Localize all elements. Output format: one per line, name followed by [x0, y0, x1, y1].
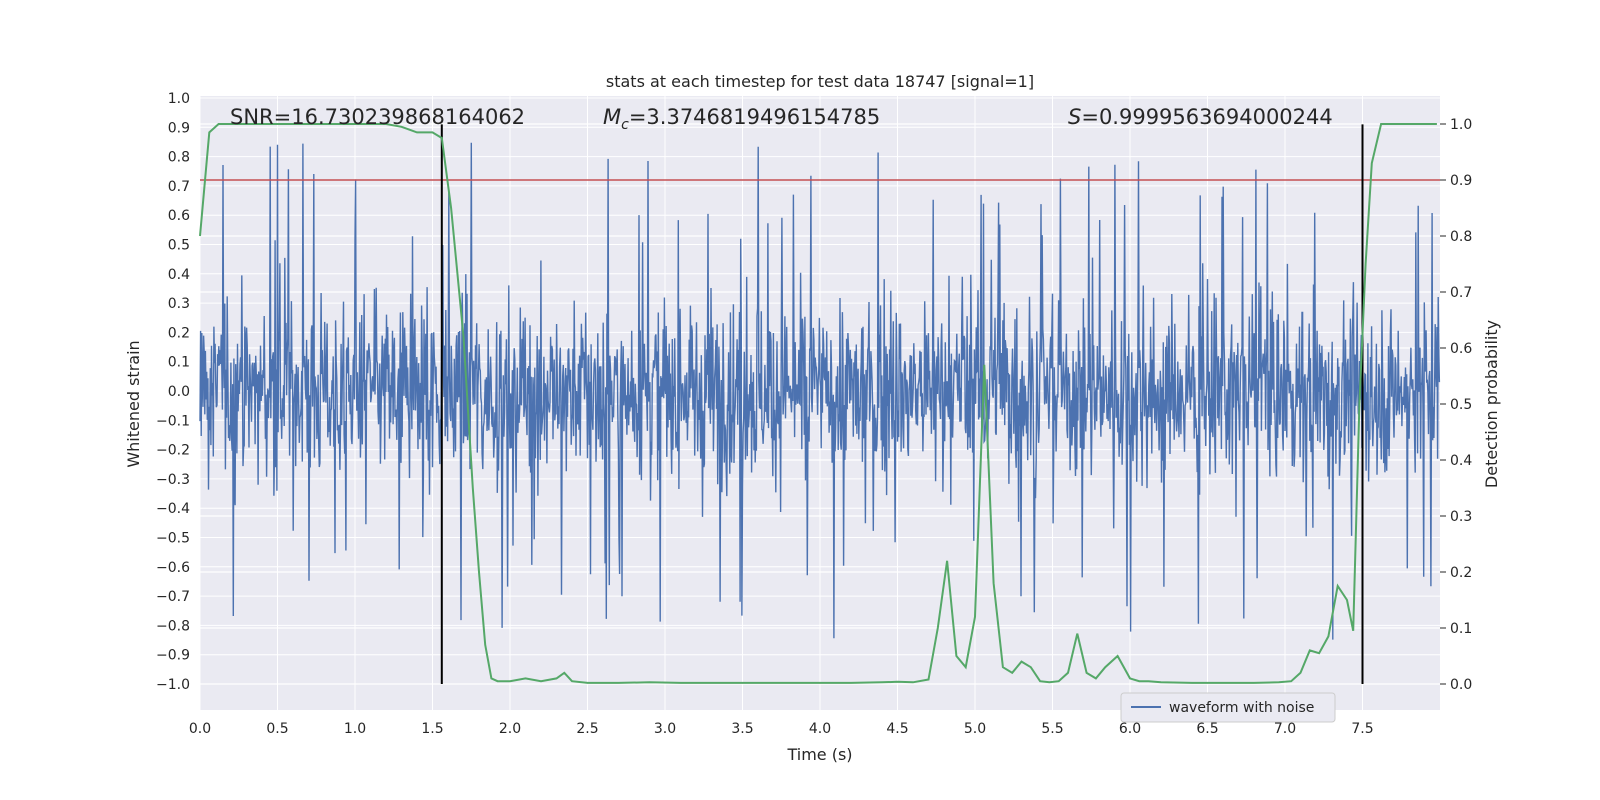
y2-tick-label: 0.1: [1450, 621, 1472, 637]
y-tick-label: 0.8: [168, 150, 190, 166]
y-tick-label: 0.6: [168, 208, 190, 224]
chart-title: stats at each timestep for test data 187…: [606, 72, 1034, 91]
y-axis-label: Whitened strain: [124, 340, 143, 467]
y-tick-label: 0.1: [168, 355, 190, 371]
legend-box: [1120, 692, 1336, 723]
x-axis-label: Time (s): [786, 745, 852, 764]
y-tick-label: −1.0: [156, 677, 190, 693]
x-tick-label: 4.5: [886, 721, 908, 737]
y2-tick-label: 0.5: [1450, 397, 1472, 413]
y-tick-label: −0.2: [156, 443, 190, 459]
y-tick-label: −0.7: [156, 589, 190, 605]
x-tick-label: 0.5: [266, 721, 288, 737]
chirp-mass-annotation: Mc=3.3746819496154785: [603, 105, 880, 133]
waveform-series: [199, 142, 1441, 640]
y-tick-label: 0.2: [168, 325, 190, 341]
x-tick-label: 1.0: [344, 721, 366, 737]
waveform-line: [199, 142, 1441, 640]
y-tick-label: −0.5: [156, 531, 190, 547]
x-tick-label: 6.0: [1119, 721, 1141, 737]
y2-tick-label: 0.8: [1450, 229, 1472, 245]
y-tick-label: −0.3: [156, 472, 190, 488]
legend-label: waveform with noise: [1169, 700, 1314, 716]
x-tick-label: 2.5: [576, 721, 598, 737]
y2-tick-label: 1.0: [1450, 117, 1472, 133]
chirp-mass-value: =3.3746819496154785: [629, 105, 880, 129]
x-tick-label: 0.0: [189, 721, 211, 737]
x-tick-label: 5.5: [1041, 721, 1063, 737]
y2-axis-ticks: 1.0 0.9 0.8 0.7 0.6 0.5 0.4 0.3 0.2 0.1 0.0: [1440, 117, 1472, 693]
x-tick-label: 7.5: [1351, 721, 1373, 737]
y2-tick-label: 0.3: [1450, 509, 1472, 525]
probability-line: [199, 123, 1437, 684]
y-tick-label: 0.3: [168, 296, 190, 312]
y2-tick-label: 0.9: [1450, 173, 1472, 189]
legend: waveform with noise: [1120, 692, 1336, 723]
y2-tick-label: 0.6: [1450, 341, 1472, 357]
detection-stat-annotation: S=0.9999563694000244: [1068, 105, 1333, 129]
snr-annotation: SNR=16.730239868164062: [230, 105, 525, 129]
y-axis-ticks: 1.0 0.9 0.8 0.7 0.6 0.5 0.4 0.3 0.2 0.1 0.0 −0.1 −0.…: [156, 91, 190, 693]
y-tick-label: −0.4: [156, 501, 190, 517]
x-tick-label: 1.5: [421, 721, 443, 737]
y2-tick-label: 0.4: [1450, 453, 1472, 469]
y2-tick-label: 0.0: [1450, 677, 1472, 693]
y-tick-label: 0.5: [168, 238, 190, 254]
x-tick-label: 6.5: [1196, 721, 1218, 737]
chirp-mass-symbol: M: [603, 105, 621, 129]
y-tick-label: 1.0: [168, 91, 190, 107]
y-tick-label: −0.1: [156, 413, 190, 429]
probability-series: [199, 123, 1437, 684]
x-tick-label: 5.0: [964, 721, 986, 737]
x-tick-label: 7.0: [1274, 721, 1296, 737]
x-axis-ticks: 0.0 0.5 1.0 1.5 2.0 2.5 3.0 3.5 4.0 4.5 5.0 5.5 6.0 6…: [189, 721, 1374, 737]
y-tick-label: −0.9: [156, 648, 190, 664]
detection-stat-symbol: S: [1068, 105, 1081, 129]
x-tick-label: 3.5: [731, 721, 753, 737]
detection-stat-value: =0.9999563694000244: [1081, 105, 1332, 129]
y-tick-label: −0.8: [156, 618, 190, 634]
y-tick-label: 0.7: [168, 179, 190, 195]
vertical-markers: [440, 124, 1364, 684]
x-tick-label: 2.0: [499, 721, 521, 737]
y2-tick-label: 0.2: [1450, 565, 1472, 581]
y-tick-label: −0.6: [156, 560, 190, 576]
y2-tick-label: 0.7: [1450, 285, 1472, 301]
y2-axis-label: Detection probability: [1482, 320, 1501, 488]
chirp-mass-subscript: c: [621, 117, 629, 133]
x-tick-label: 3.0: [654, 721, 676, 737]
y-tick-label: 0.4: [168, 267, 190, 283]
y-tick-label: 0.9: [168, 120, 190, 136]
y-tick-label: 0.0: [168, 384, 190, 400]
x-tick-label: 4.0: [809, 721, 831, 737]
